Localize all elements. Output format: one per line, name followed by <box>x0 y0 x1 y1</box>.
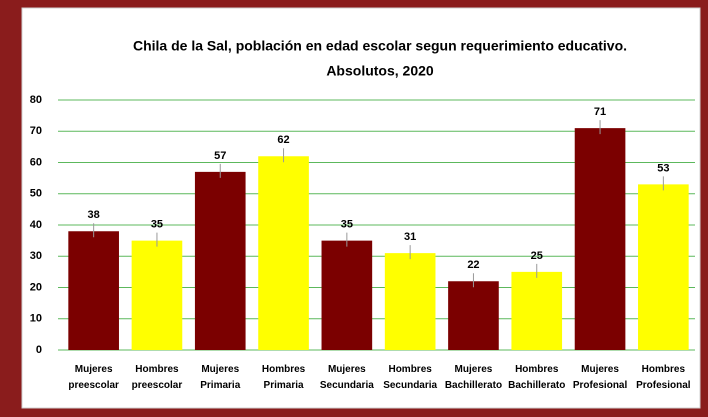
chart-title: Chila de la Sal, población en edad escol… <box>133 38 627 54</box>
value-label: 31 <box>404 231 416 243</box>
x-tick-label: Mujeres Secundaria <box>320 364 374 391</box>
x-tick-label: Hombres preescolar <box>132 364 183 391</box>
value-label: 35 <box>341 219 353 231</box>
y-tick-label: 40 <box>30 219 42 231</box>
x-tick-label: Mujeres Primaria <box>200 364 240 391</box>
value-label: 22 <box>467 259 479 271</box>
bar <box>448 281 499 350</box>
bar <box>511 271 563 350</box>
y-tick-label: 20 <box>30 281 42 293</box>
bar <box>574 128 626 350</box>
bar <box>194 171 246 350</box>
x-tick-label: Mujeres preescolar <box>68 364 119 391</box>
bar <box>131 240 183 350</box>
y-tick-label: 30 <box>30 250 42 262</box>
value-label: 57 <box>214 150 226 162</box>
value-label: 71 <box>594 106 606 118</box>
y-tick-label: 80 <box>30 94 42 106</box>
value-label: 62 <box>277 134 289 146</box>
x-tick-label: Hombres Bachillerato <box>508 364 565 391</box>
bar <box>258 156 309 350</box>
y-tick-label: 70 <box>30 125 42 137</box>
bar <box>638 184 689 350</box>
bar <box>321 240 373 350</box>
y-tick-label: 0 <box>36 344 42 356</box>
value-label: 25 <box>531 250 543 262</box>
value-label: 53 <box>657 162 669 174</box>
y-tick-label: 10 <box>30 313 42 325</box>
chart-title: Absolutos, 2020 <box>326 63 434 79</box>
value-label: 35 <box>151 219 163 231</box>
x-tick-label: Hombres Profesional <box>636 364 691 391</box>
x-tick-label: Mujeres Bachillerato <box>445 364 502 391</box>
x-tick-label: Hombres Primaria <box>262 364 306 391</box>
bar <box>384 253 436 350</box>
x-tick-label: Hombres Secundaria <box>383 364 437 391</box>
value-label: 38 <box>88 209 100 221</box>
y-tick-label: 50 <box>30 188 42 200</box>
x-tick-label: Mujeres Profesional <box>573 364 628 391</box>
bar <box>68 231 119 350</box>
y-tick-label: 60 <box>30 156 42 168</box>
